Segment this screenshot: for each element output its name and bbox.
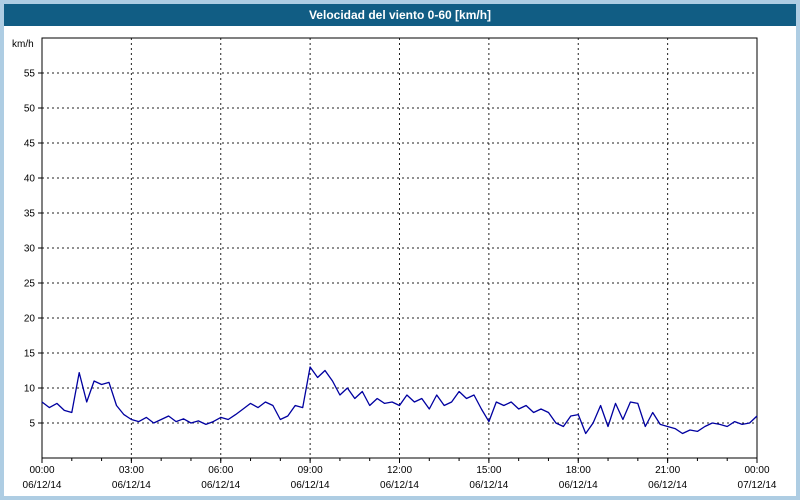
x-tick-time: 15:00 [476, 465, 501, 476]
y-tick-label: 40 [24, 174, 36, 185]
y-tick-label: 35 [24, 209, 36, 220]
x-tick-time: 09:00 [298, 465, 323, 476]
x-tick-time: 21:00 [655, 465, 680, 476]
x-tick-date: 06/12/14 [291, 480, 330, 491]
y-tick-label: 15 [24, 349, 36, 360]
wind-speed-line-chart: 5 10 15 20 25 30 35 40 45 50 55 00:00 06/12/14 03:00 0… [12, 37, 777, 491]
y-tick-label: 45 [24, 139, 36, 150]
x-tick-date: 06/12/14 [469, 480, 508, 491]
wind-speed-series [41, 366, 758, 435]
y-tick-label: 30 [24, 244, 36, 255]
x-tick-date: 06/12/14 [380, 480, 419, 491]
y-tick-label: 10 [24, 384, 36, 395]
x-tick-time: 18:00 [566, 465, 591, 476]
y-tick-label: 25 [24, 279, 36, 290]
x-tick-time: 00:00 [744, 465, 769, 476]
y-tick-label: 50 [24, 104, 36, 115]
x-tick-time: 12:00 [387, 465, 412, 476]
x-tick-date: 06/12/14 [648, 480, 687, 491]
x-tick-date: 06/12/14 [559, 480, 598, 491]
x-tick-date: 06/12/14 [112, 480, 151, 491]
x-tick-time: 00:00 [29, 465, 54, 476]
chart-title-bar: Velocidad del viento 0-60 [km/h] [4, 4, 796, 26]
x-tick-date: 06/12/14 [23, 480, 62, 491]
x-tick-time: 06:00 [208, 465, 233, 476]
x-tick-time: 03:00 [119, 465, 144, 476]
chart-title: Velocidad del viento 0-60 [km/h] [308, 8, 492, 22]
y-tick-label: 20 [24, 314, 36, 325]
x-tick-date: 07/12/14 [738, 480, 777, 491]
y-tick-label: 5 [29, 419, 35, 430]
x-tick-date: 06/12/14 [201, 480, 240, 491]
chart-area: 5 10 15 20 25 30 35 40 45 50 55 00:00 06/12/14 03:00 0… [4, 26, 796, 496]
y-tick-label: 55 [24, 69, 36, 80]
y-axis-unit-label: km/h [12, 39, 34, 50]
